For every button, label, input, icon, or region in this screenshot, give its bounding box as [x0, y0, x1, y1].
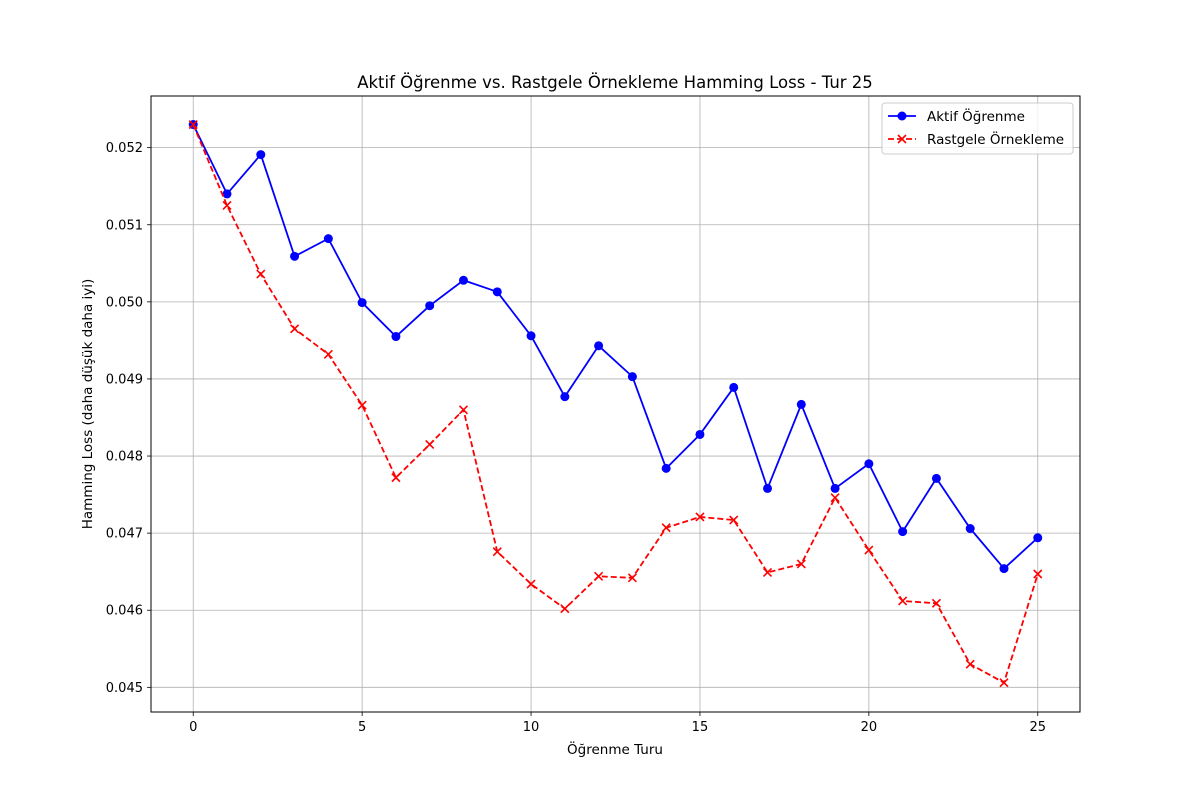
data-point-aktif — [425, 301, 435, 311]
data-point-aktif — [594, 341, 604, 351]
series-aktif — [188, 120, 1043, 574]
data-point-aktif — [796, 399, 806, 409]
legend: Aktif Öğrenme Rastgele Örnekleme — [881, 102, 1074, 155]
data-point-rastgele — [425, 439, 435, 450]
data-point-aktif — [763, 483, 773, 493]
data-point-rastgele — [661, 523, 671, 533]
data-point-rastgele — [492, 547, 502, 557]
data-point-rastgele — [357, 400, 367, 410]
data-point-aktif — [864, 459, 874, 469]
legend-label-rastgele: Rastgele Örnekleme — [927, 130, 1064, 148]
y-tick-label: 0.049 — [106, 372, 143, 387]
data-point-rastgele — [762, 567, 773, 578]
data-point-aktif — [695, 429, 705, 439]
data-point-rastgele — [898, 596, 908, 606]
data-point-aktif — [627, 372, 637, 382]
y-axis: 0.045 0.046 0.047 0.048 0.049 0.050 0.051 0.052 — [106, 141, 151, 696]
series-line-aktif — [192, 124, 1039, 570]
data-point-rastgele — [526, 579, 536, 589]
x-tick-label: 5 — [358, 720, 366, 735]
data-point-rastgele — [627, 573, 637, 583]
y-tick-label: 0.050 — [106, 295, 143, 310]
data-point-aktif — [1033, 533, 1043, 543]
x-axis: 0 5 10 15 20 25 — [189, 712, 1046, 735]
data-point-rastgele — [999, 678, 1009, 688]
data-point-aktif — [526, 331, 536, 341]
data-point-aktif — [256, 150, 266, 160]
data-point-aktif — [965, 524, 975, 534]
legend-marker-rastgele — [897, 134, 907, 144]
data-point-aktif — [357, 298, 367, 308]
data-point-aktif — [222, 189, 232, 199]
data-point-rastgele — [1033, 569, 1043, 579]
plot-frame — [150, 95, 1081, 713]
data-point-rastgele — [796, 559, 806, 569]
data-point-rastgele — [323, 349, 333, 359]
data-point-aktif — [830, 483, 840, 493]
x-axis-label: Öğrenme Turu — [567, 740, 663, 758]
data-point-aktif — [661, 463, 671, 473]
data-point-rastgele — [458, 405, 469, 415]
data-point-rastgele — [931, 598, 941, 608]
legend-box — [881, 102, 1074, 155]
data-point-rastgele — [256, 269, 266, 279]
data-point-aktif — [492, 287, 502, 297]
data-point-rastgele — [594, 571, 604, 581]
y-tick-label: 0.051 — [106, 218, 143, 233]
y-tick-label: 0.052 — [106, 141, 143, 156]
data-point-rastgele — [222, 200, 232, 211]
data-point-aktif — [999, 564, 1009, 574]
series-rastgele — [188, 119, 1043, 688]
data-point-aktif — [931, 473, 941, 483]
series-layer — [188, 119, 1043, 688]
series-line-rastgele — [192, 124, 1039, 684]
y-tick-label: 0.046 — [106, 604, 143, 619]
data-point-rastgele — [391, 473, 401, 483]
x-tick-label: 20 — [861, 720, 878, 735]
y-tick-label: 0.047 — [106, 527, 143, 542]
data-point-rastgele — [729, 515, 739, 525]
legend-label-aktif: Aktif Öğrenme — [927, 107, 1025, 125]
data-point-rastgele — [290, 324, 300, 334]
y-tick-label: 0.048 — [106, 450, 143, 465]
data-point-aktif — [391, 332, 401, 342]
grid — [151, 96, 1080, 712]
data-point-aktif — [290, 251, 300, 261]
y-tick-label: 0.045 — [106, 681, 143, 696]
x-tick-label: 10 — [523, 720, 540, 735]
data-point-rastgele — [188, 119, 198, 130]
data-point-rastgele — [965, 659, 975, 669]
x-tick-label: 25 — [1029, 720, 1046, 735]
data-point-aktif — [323, 234, 333, 244]
data-point-aktif — [729, 382, 739, 392]
chart-title: Aktif Öğrenme vs. Rastgele Örnekleme Ham… — [357, 73, 873, 92]
data-point-rastgele — [695, 512, 705, 522]
data-point-rastgele — [560, 604, 570, 614]
data-point-rastgele — [864, 545, 874, 555]
data-point-aktif — [458, 275, 468, 285]
x-tick-label: 0 — [189, 720, 197, 735]
data-point-aktif — [560, 392, 570, 402]
data-point-rastgele — [830, 493, 840, 503]
y-axis-label: Hamming Loss (daha düşük daha iyi) — [80, 279, 96, 530]
legend-marker-aktif — [897, 111, 907, 121]
x-tick-label: 15 — [692, 720, 709, 735]
data-point-aktif — [898, 527, 908, 537]
